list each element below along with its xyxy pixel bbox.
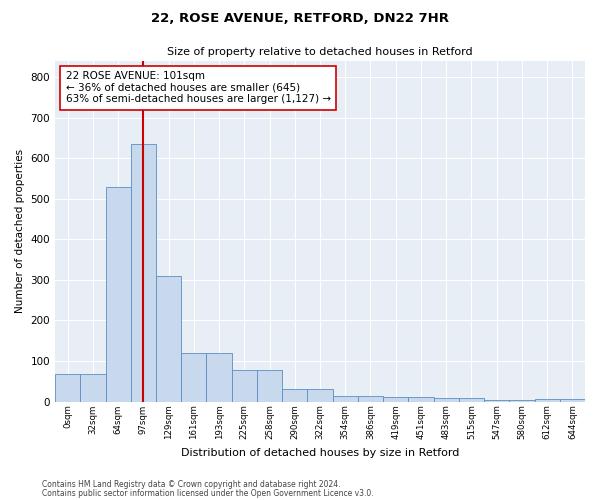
Y-axis label: Number of detached properties: Number of detached properties — [15, 149, 25, 314]
Title: Size of property relative to detached houses in Retford: Size of property relative to detached ho… — [167, 48, 473, 58]
Bar — [332, 396, 358, 402]
Bar — [106, 186, 131, 402]
Bar — [181, 353, 206, 402]
Bar — [434, 398, 459, 402]
Bar — [509, 400, 535, 402]
X-axis label: Distribution of detached houses by size in Retford: Distribution of detached houses by size … — [181, 448, 459, 458]
Bar — [383, 398, 409, 402]
Bar — [484, 400, 509, 402]
Bar — [459, 398, 484, 402]
Bar — [80, 374, 106, 402]
Bar — [409, 398, 434, 402]
Bar — [560, 398, 585, 402]
Bar — [257, 370, 282, 402]
Bar — [535, 398, 560, 402]
Bar — [55, 374, 80, 402]
Text: Contains public sector information licensed under the Open Government Licence v3: Contains public sector information licen… — [42, 488, 374, 498]
Bar — [206, 353, 232, 402]
Bar — [156, 276, 181, 402]
Text: 22 ROSE AVENUE: 101sqm
← 36% of detached houses are smaller (645)
63% of semi-de: 22 ROSE AVENUE: 101sqm ← 36% of detached… — [65, 72, 331, 104]
Text: 22, ROSE AVENUE, RETFORD, DN22 7HR: 22, ROSE AVENUE, RETFORD, DN22 7HR — [151, 12, 449, 26]
Bar — [358, 396, 383, 402]
Bar — [307, 390, 332, 402]
Bar — [232, 370, 257, 402]
Bar — [282, 390, 307, 402]
Text: Contains HM Land Registry data © Crown copyright and database right 2024.: Contains HM Land Registry data © Crown c… — [42, 480, 341, 489]
Bar — [131, 144, 156, 402]
